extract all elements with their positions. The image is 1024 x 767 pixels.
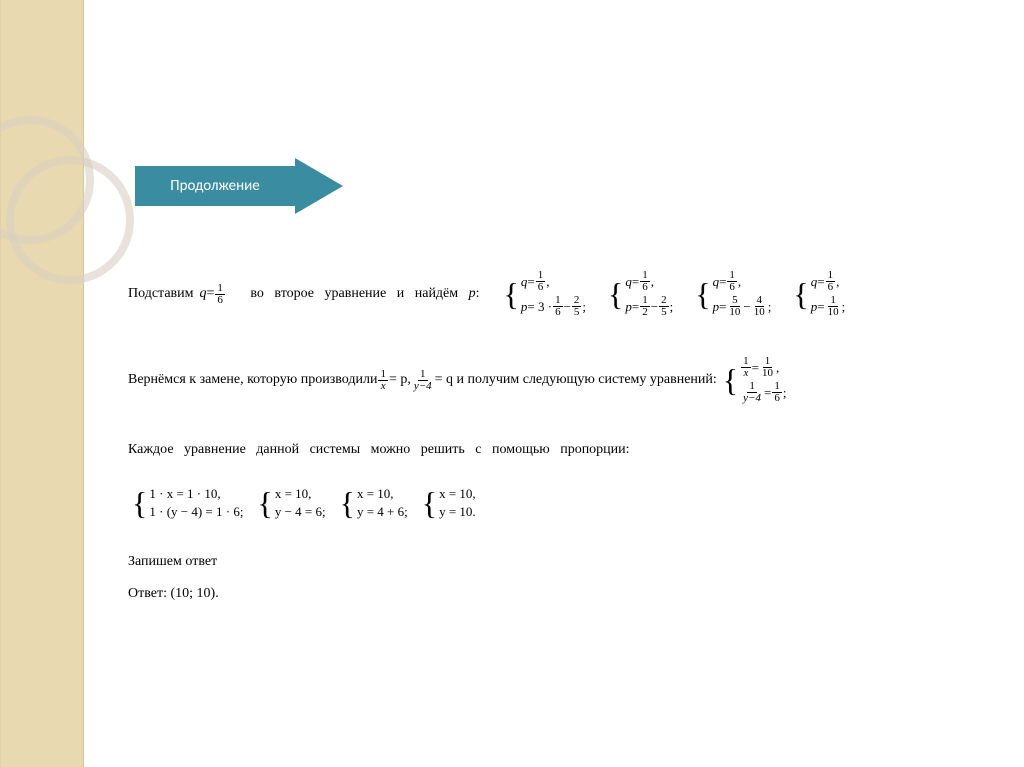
fraction: 12 (640, 295, 650, 318)
line1-pre: Подставим (128, 286, 194, 302)
fraction: 16 (640, 270, 650, 293)
line-2: Вернёмся к замене, которую производили 1… (128, 356, 1008, 404)
frac-1-x: 1 x (378, 369, 388, 392)
fraction: 410 (752, 295, 767, 318)
equation-system: {q = 16,p = 12 − 25; (608, 270, 673, 318)
equation-system: {x = 10,y − 4 = 6; (257, 486, 325, 520)
equation-system: {q = 16,p = 510 − 410; (695, 270, 771, 318)
line2-pre: Вернёмся к замене, которую производили (128, 372, 377, 388)
arrow-label: Продолжение (135, 166, 295, 206)
p-var: p (469, 286, 476, 302)
frac-1-y4: 1 y−4 (412, 369, 434, 392)
systems-row-1: {q = 16,p = 3 · 16 − 25; {q = 16,p = 12 −… (500, 270, 864, 318)
fraction: 25 (572, 295, 582, 318)
systems-row-3: {1 · x = 1 · 10,1 · (y − 4) = 1 · 6; {x =… (128, 486, 1008, 520)
line-6: Ответ: (10; 10). (128, 586, 1008, 602)
math-content: Подставим q = 1 6 во второе уравнение и … (128, 270, 1008, 602)
line2-mid2: = q и получим следующую систему уравнени… (435, 372, 717, 388)
frac-1-6: 1 6 (215, 283, 225, 306)
fraction: 16 (826, 270, 836, 293)
line2-mid1: = p, (389, 372, 411, 388)
left-band (0, 0, 84, 767)
equation-system: {x = 10,y = 4 + 6; (340, 486, 408, 520)
equation-system: {q = 16,p = 110; (793, 270, 845, 318)
fraction: 16 (536, 270, 546, 293)
system-2: { 1x = 110 , 1y−4 = 16 ; (723, 356, 787, 404)
fraction: 110 (826, 295, 841, 318)
equation-system: {q = 16,p = 3 · 16 − 25; (504, 270, 587, 318)
continuation-arrow: Продолжение (135, 158, 355, 214)
line-5: Запишем ответ (128, 554, 1008, 570)
fraction: 510 (727, 295, 742, 318)
line3-text: Каждое уравнение данной системы можно ре… (128, 442, 630, 458)
line1-colon: : (476, 286, 480, 302)
fraction: 16 (553, 295, 563, 318)
fraction: 25 (659, 295, 669, 318)
eq-sign: = (207, 286, 215, 302)
line1-mid: во второе уравнение и найдём (240, 286, 469, 302)
equation-system: {1 · x = 1 · 10,1 · (y − 4) = 1 · 6; (132, 486, 243, 520)
line6-text: Ответ: (10; 10). (128, 586, 219, 602)
systems3-host: {1 · x = 1 · 10,1 · (y − 4) = 1 · 6; {x =… (128, 486, 486, 520)
equation-system: {x = 10,y = 10. (422, 486, 476, 520)
q-var: q (200, 286, 207, 302)
line5-text: Запишем ответ (128, 554, 217, 570)
line-3: Каждое уравнение данной системы можно ре… (128, 442, 1008, 458)
fraction: 16 (727, 270, 737, 293)
line-1: Подставим q = 1 6 во второе уравнение и … (128, 270, 1008, 318)
